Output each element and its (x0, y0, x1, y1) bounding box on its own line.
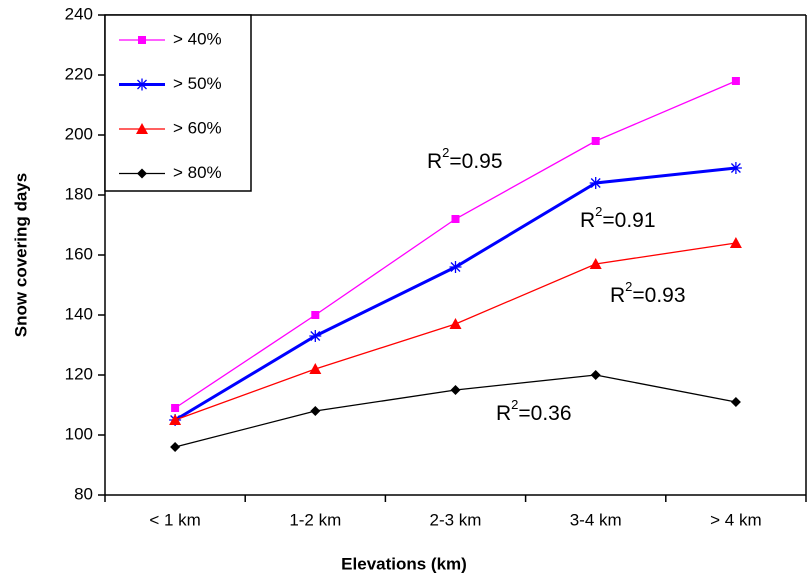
marker (589, 258, 602, 269)
x-tick-label: 3-4 km (570, 510, 622, 529)
legend-label: > 40% (173, 29, 222, 48)
x-tick-label: 2-3 km (430, 510, 482, 529)
legend-label: > 80% (173, 163, 222, 182)
marker (309, 330, 322, 342)
marker (309, 363, 322, 374)
annotation-sup: 2 (442, 145, 449, 160)
annotation: R2=0.36 (496, 397, 572, 424)
marker (310, 406, 321, 416)
marker (730, 397, 741, 407)
y-tick-label: 240 (65, 4, 93, 23)
y-tick-label: 100 (65, 424, 93, 443)
y-tick-label: 220 (65, 64, 93, 83)
marker (138, 36, 146, 44)
marker (449, 318, 462, 329)
marker (729, 237, 742, 248)
marker (591, 137, 600, 145)
annotation-base: R (427, 150, 442, 173)
annotation-base: R (610, 284, 625, 307)
marker (137, 168, 147, 179)
marker (589, 177, 602, 189)
marker (451, 215, 460, 223)
y-tick-label: 160 (65, 244, 93, 263)
y-tick-label: 120 (65, 364, 93, 383)
marker (171, 404, 180, 412)
annotation: R2=0.93 (610, 279, 686, 306)
annotation-base: R (496, 402, 511, 425)
series-line (174, 80, 737, 409)
annotation-text: =0.95 (449, 150, 502, 173)
marker (590, 370, 601, 380)
y-tick-label: 200 (65, 124, 93, 143)
y-tick-label: 140 (65, 304, 93, 323)
marker (729, 162, 742, 174)
marker (136, 123, 148, 134)
marker (731, 77, 740, 85)
marker (449, 261, 462, 273)
y-tick-label: 180 (65, 184, 93, 203)
x-axis-label: Elevations (km) (341, 554, 467, 573)
marker (170, 442, 181, 452)
legend-label: > 50% (173, 74, 222, 93)
legend-box (104, 14, 252, 192)
annotation: R2=0.95 (427, 145, 503, 172)
marker (136, 78, 148, 91)
annotation: R2=0.91 (580, 204, 656, 231)
marker (169, 414, 182, 425)
annotation-sup: 2 (511, 397, 518, 412)
x-tick-label: 1-2 km (289, 510, 341, 529)
y-axis-label: Snow covering days (11, 173, 30, 337)
annotation-sup: 2 (625, 279, 632, 294)
annotation-text: =0.36 (518, 402, 571, 425)
annotation-text: =0.91 (602, 209, 655, 232)
y-tick-label: 80 (74, 484, 93, 503)
annotation-sup: 2 (595, 204, 602, 219)
x-tick-label: < 1 km (149, 510, 201, 529)
annotation-base: R (580, 209, 595, 232)
annotation-text: =0.93 (632, 284, 685, 307)
marker (450, 385, 461, 395)
legend-label: > 60% (173, 118, 222, 137)
x-tick-label: > 4 km (710, 510, 762, 529)
marker (311, 311, 320, 319)
